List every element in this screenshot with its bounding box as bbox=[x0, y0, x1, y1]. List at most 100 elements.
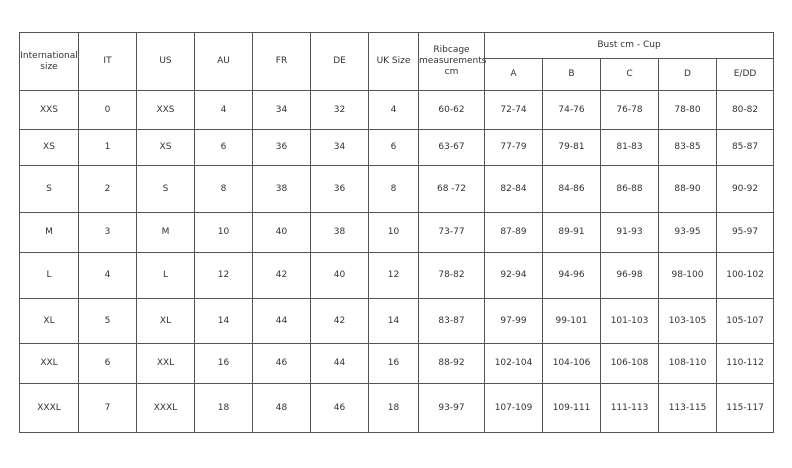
header-cup-d: D bbox=[658, 58, 717, 91]
table-cell: 77-79 bbox=[484, 129, 543, 166]
table-cell: 93-95 bbox=[658, 212, 717, 253]
table-row: L 4 L 12 42 40 12 78-82 92-94 94-96 96-98 98-100 100… bbox=[19, 252, 775, 299]
table-cell: XXL bbox=[136, 343, 195, 384]
table-row: XL 5 XL 14 44 42 14 83-87 97-99 99-101 101-103 103-… bbox=[19, 298, 775, 344]
header-fr: FR bbox=[252, 32, 311, 91]
table-cell: 38 bbox=[310, 212, 369, 253]
table-cell: 72-74 bbox=[484, 90, 543, 130]
header-cup-e-dd: E/DD bbox=[715, 58, 775, 91]
table-cell: S bbox=[136, 165, 195, 213]
table-cell: 1 bbox=[78, 129, 137, 166]
table-cell: 6 bbox=[368, 129, 419, 166]
table-cell: 60-62 bbox=[418, 90, 485, 130]
table-cell: XL bbox=[19, 298, 79, 344]
table-cell: 0 bbox=[78, 90, 137, 130]
table-cell: 83-87 bbox=[418, 298, 485, 344]
table-cell: 110-112 bbox=[715, 343, 775, 384]
table-cell: 5 bbox=[78, 298, 137, 344]
table-cell: 78-80 bbox=[658, 90, 717, 130]
table-cell: XS bbox=[136, 129, 195, 166]
table-cell: 81-83 bbox=[600, 129, 659, 166]
table-cell: 97-99 bbox=[484, 298, 543, 344]
table-cell: 34 bbox=[310, 129, 369, 166]
table-cell: 3 bbox=[78, 212, 137, 253]
table-cell: 83-85 bbox=[658, 129, 717, 166]
table-cell: 87-89 bbox=[484, 212, 543, 253]
table-row: XXL 6 XXL 16 46 44 16 88-92 102-104 104-106 106-10… bbox=[19, 343, 775, 384]
table-cell: 18 bbox=[368, 383, 419, 433]
table-cell: 107-109 bbox=[484, 383, 543, 433]
table-row: XXXL 7 XXXL 18 48 46 18 93-97 107-109 109-111 111-… bbox=[19, 383, 775, 433]
table-cell: 12 bbox=[368, 252, 419, 299]
table-cell: 108-110 bbox=[658, 343, 717, 384]
table-cell: XXS bbox=[136, 90, 195, 130]
table-cell: L bbox=[19, 252, 79, 299]
table-cell: 109-111 bbox=[542, 383, 601, 433]
table-cell: 4 bbox=[368, 90, 419, 130]
table-cell: 40 bbox=[252, 212, 311, 253]
table-cell: 63-67 bbox=[418, 129, 485, 166]
table-cell: 80-82 bbox=[715, 90, 775, 130]
header-cup-b: B bbox=[542, 58, 601, 91]
table-cell: 86-88 bbox=[600, 165, 659, 213]
table-cell: 85-87 bbox=[715, 129, 775, 166]
table-cell: 48 bbox=[252, 383, 311, 433]
table-cell: 82-84 bbox=[484, 165, 543, 213]
table-cell: XS bbox=[19, 129, 79, 166]
table-cell: 36 bbox=[252, 129, 311, 166]
table-cell: 104-106 bbox=[542, 343, 601, 384]
table-cell: 8 bbox=[194, 165, 253, 213]
table-cell: 46 bbox=[252, 343, 311, 384]
table-cell: 93-97 bbox=[418, 383, 485, 433]
table-cell: XXXL bbox=[136, 383, 195, 433]
table-cell: XXXL bbox=[19, 383, 79, 433]
table-cell: 46 bbox=[310, 383, 369, 433]
table-cell: 6 bbox=[78, 343, 137, 384]
table-cell: XXL bbox=[19, 343, 79, 384]
header-de: DE bbox=[310, 32, 369, 91]
table-cell: 4 bbox=[78, 252, 137, 299]
table-cell: 44 bbox=[252, 298, 311, 344]
table-row: XXS 0 XXS 4 34 32 4 60-62 72-74 74-76 76-78 78-80 80… bbox=[19, 90, 775, 130]
table-cell: 99-101 bbox=[542, 298, 601, 344]
table-cell: 68 -72 bbox=[418, 165, 485, 213]
table-cell: 14 bbox=[194, 298, 253, 344]
table-cell: 42 bbox=[252, 252, 311, 299]
table-cell: 7 bbox=[78, 383, 137, 433]
table-cell: 91-93 bbox=[600, 212, 659, 253]
table-cell: M bbox=[19, 212, 79, 253]
table-cell: 73-77 bbox=[418, 212, 485, 253]
table-cell: S bbox=[19, 165, 79, 213]
table-cell: 88-92 bbox=[418, 343, 485, 384]
table-cell: 40 bbox=[310, 252, 369, 299]
table-cell: 105-107 bbox=[715, 298, 775, 344]
table-row: XS 1 XS 6 36 34 6 63-67 77-79 79-81 81-83 83-85 85-8… bbox=[19, 129, 775, 166]
table-cell: 101-103 bbox=[600, 298, 659, 344]
table-cell: XXS bbox=[19, 90, 79, 130]
table-cell: XL bbox=[136, 298, 195, 344]
table-cell: 84-86 bbox=[542, 165, 601, 213]
table-cell: 6 bbox=[194, 129, 253, 166]
table-cell: 103-105 bbox=[658, 298, 717, 344]
table-cell: 88-90 bbox=[658, 165, 717, 213]
header-cup-c: C bbox=[600, 58, 659, 91]
table-cell: 74-76 bbox=[542, 90, 601, 130]
header-cup-a: A bbox=[484, 58, 543, 91]
size-chart-table: International size IT US AU FR DE UK Siz… bbox=[19, 32, 775, 433]
table-row: M 3 M 10 40 38 10 73-77 87-89 89-91 91-93 93-95 95-9… bbox=[19, 212, 775, 253]
table-cell: L bbox=[136, 252, 195, 299]
table-cell: 44 bbox=[310, 343, 369, 384]
table-cell: 38 bbox=[252, 165, 311, 213]
table-cell: 18 bbox=[194, 383, 253, 433]
header-au: AU bbox=[194, 32, 253, 91]
header-international-size: International size bbox=[19, 32, 79, 91]
header-bust-cup: Bust cm - Cup bbox=[483, 32, 775, 59]
table-cell: 90-92 bbox=[715, 165, 775, 213]
table-cell: 106-108 bbox=[600, 343, 659, 384]
table-cell: 96-98 bbox=[600, 252, 659, 299]
table-cell: 100-102 bbox=[715, 252, 775, 299]
table-cell: 8 bbox=[368, 165, 419, 213]
header-it: IT bbox=[78, 32, 137, 91]
table-cell: 115-117 bbox=[715, 383, 775, 433]
table-cell: 78-82 bbox=[418, 252, 485, 299]
